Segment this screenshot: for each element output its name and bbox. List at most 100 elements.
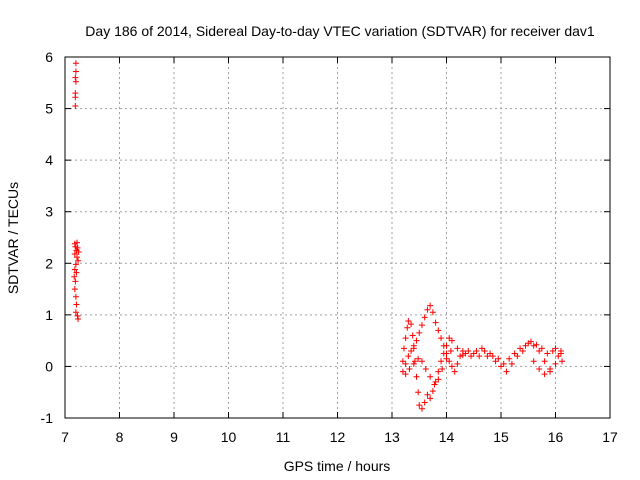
data-point xyxy=(457,353,464,360)
chart-title: Day 186 of 2014, Sidereal Day-to-day VTE… xyxy=(85,23,595,39)
data-point xyxy=(555,353,562,360)
data-point xyxy=(418,358,425,365)
data-point xyxy=(536,366,543,373)
grid xyxy=(65,57,610,418)
data-point xyxy=(429,388,436,395)
data-point xyxy=(536,347,543,354)
data-point xyxy=(506,355,513,362)
x-tick-label: 17 xyxy=(602,429,618,445)
data-point xyxy=(427,395,434,402)
data-point xyxy=(71,266,78,273)
data-point xyxy=(443,355,450,362)
data-point xyxy=(432,319,439,326)
data-point xyxy=(443,350,450,357)
data-point xyxy=(72,102,79,109)
data-point xyxy=(431,381,438,388)
data-point xyxy=(72,74,79,81)
data-point xyxy=(495,355,502,362)
data-point xyxy=(468,353,475,360)
x-tick-label: 15 xyxy=(493,429,509,445)
data-point xyxy=(418,405,425,412)
data-point xyxy=(400,345,407,352)
x-tick-label: 12 xyxy=(330,429,346,445)
x-tick-label: 16 xyxy=(548,429,564,445)
y-axis-label: SDTVAR / TECUs xyxy=(5,182,21,294)
data-point xyxy=(549,347,556,354)
data-point xyxy=(552,360,559,367)
data-point xyxy=(435,327,442,334)
data-point xyxy=(454,345,461,352)
data-point xyxy=(411,358,418,365)
data-point xyxy=(530,358,537,365)
data-point xyxy=(72,68,79,75)
data-point xyxy=(470,350,477,357)
data-point xyxy=(487,350,494,357)
data-point xyxy=(72,78,79,85)
data-point xyxy=(541,371,548,378)
data-point xyxy=(72,94,79,101)
data-point xyxy=(459,352,466,359)
data-point xyxy=(478,345,485,352)
data-point xyxy=(559,358,566,365)
data-point xyxy=(541,358,548,365)
data-point xyxy=(435,368,442,375)
data-point xyxy=(492,358,499,365)
data-point xyxy=(405,353,412,360)
data-point xyxy=(527,338,534,345)
x-tick-label: 13 xyxy=(384,429,400,445)
data-point xyxy=(511,350,518,357)
data-point xyxy=(481,347,488,354)
data-point xyxy=(399,358,406,365)
data-point xyxy=(448,363,455,370)
data-point xyxy=(438,335,445,342)
data-point xyxy=(552,345,559,352)
y-tick-label: 6 xyxy=(45,49,53,65)
data-points xyxy=(71,60,566,412)
y-tick-label: 4 xyxy=(45,152,53,168)
x-tick-label: 10 xyxy=(221,429,237,445)
data-point xyxy=(73,239,80,246)
data-point xyxy=(404,324,411,331)
data-point xyxy=(409,332,416,339)
data-point xyxy=(557,347,564,354)
x-tick-label: 8 xyxy=(116,429,124,445)
y-tick-label: -1 xyxy=(41,410,54,426)
data-point xyxy=(402,335,409,342)
y-tick-label: 5 xyxy=(45,101,53,117)
data-point xyxy=(408,321,415,328)
data-point xyxy=(72,293,79,300)
data-point xyxy=(415,389,422,396)
data-point xyxy=(73,254,80,261)
data-point xyxy=(427,373,434,380)
data-point xyxy=(514,353,521,360)
data-point xyxy=(71,273,78,280)
data-point xyxy=(421,314,428,321)
data-point xyxy=(440,342,447,349)
data-point xyxy=(517,345,524,352)
data-point xyxy=(418,322,425,329)
data-point xyxy=(448,337,455,344)
data-point xyxy=(72,278,79,285)
data-point xyxy=(73,269,80,276)
data-point xyxy=(446,358,453,365)
data-point xyxy=(71,286,78,293)
data-point xyxy=(413,337,420,344)
data-point xyxy=(406,366,413,373)
data-point xyxy=(421,399,428,406)
data-point xyxy=(416,329,423,336)
y-tick-label: 3 xyxy=(45,204,53,220)
data-point xyxy=(484,353,491,360)
data-point xyxy=(74,312,81,319)
data-point xyxy=(439,366,446,373)
y-tick-label: 1 xyxy=(45,307,53,323)
data-point xyxy=(422,366,429,373)
data-point xyxy=(498,363,504,370)
data-point xyxy=(408,347,415,354)
data-point xyxy=(75,315,82,322)
data-point xyxy=(533,341,540,348)
data-point xyxy=(410,360,417,367)
data-point xyxy=(538,345,545,352)
data-point xyxy=(402,360,409,367)
data-point xyxy=(454,360,461,367)
